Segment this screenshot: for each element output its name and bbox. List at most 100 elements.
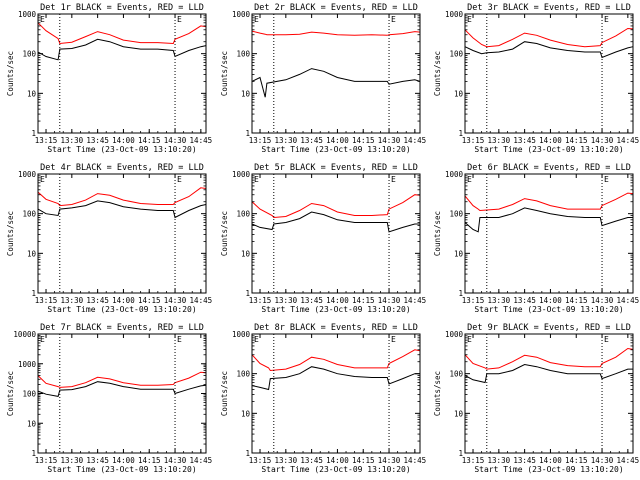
series-line-lld	[251, 349, 421, 372]
y-tick-label: 100	[236, 210, 250, 219]
x-tick-label: 14:45	[404, 136, 427, 145]
series-line-events	[251, 366, 420, 391]
x-tick-label: 14:45	[190, 136, 213, 145]
x-tick-label: 13:15	[35, 136, 58, 145]
y-tick-label: 1	[458, 289, 463, 298]
series-line-events	[464, 207, 633, 233]
y-tick-label: 1000	[18, 10, 37, 19]
x-tick-label: 14:30	[164, 296, 187, 305]
y-tick-label: 100	[449, 50, 463, 59]
x-tick-label: 14:30	[591, 456, 614, 465]
y-axis-label: Counts/sec	[220, 211, 229, 256]
corner-mark-right: E	[177, 175, 182, 184]
x-tick-label: 14:45	[404, 456, 427, 465]
x-axis-label: Start Time (23-Oct-09 13:10:20)	[474, 465, 623, 474]
x-tick-label: 14:30	[164, 136, 187, 145]
y-axis-label: Counts/sec	[433, 51, 442, 96]
x-tick-label: 14:15	[352, 136, 375, 145]
x-axis-label: Start Time (23-Oct-09 13:10:20)	[474, 305, 623, 314]
x-tick-label: 14:15	[138, 136, 161, 145]
x-tick-label: 13:30	[61, 296, 84, 305]
chart-title: Det 3r BLACK = Events, RED = LLD	[467, 3, 631, 13]
x-tick-label: 13:15	[462, 296, 485, 305]
corner-mark-right: E	[604, 335, 609, 344]
x-tick-label: 14:45	[404, 296, 427, 305]
plot-frame	[37, 173, 207, 294]
series-line-events	[464, 363, 633, 384]
chart-title: Det 2r BLACK = Events, RED = LLD	[254, 3, 418, 13]
corner-mark-right: E	[391, 335, 396, 344]
x-tick-label: 14:00	[112, 456, 135, 465]
corner-mark-right: E	[177, 15, 182, 24]
series-line-lld	[37, 187, 207, 207]
x-tick-label: 14:15	[352, 296, 375, 305]
x-tick-label: 13:30	[275, 296, 298, 305]
plot-frame	[464, 333, 634, 454]
corner-mark-left: E	[254, 175, 259, 184]
plot-frame	[464, 173, 634, 294]
y-tick-label: 10	[27, 249, 37, 258]
y-tick-label: 1000	[232, 330, 251, 339]
series-line-lld	[251, 194, 421, 219]
x-tick-label: 14:15	[565, 456, 588, 465]
series-line-events	[464, 41, 634, 59]
x-tick-label: 14:15	[565, 136, 588, 145]
series-line-events	[37, 200, 207, 219]
x-tick-label: 13:30	[488, 456, 511, 465]
corner-mark-left: E	[467, 335, 472, 344]
y-tick-label: 100	[236, 370, 250, 379]
x-tick-label: 14:30	[378, 296, 401, 305]
x-tick-label: 13:15	[249, 296, 272, 305]
corner-mark-right: E	[391, 175, 396, 184]
x-tick-label: 14:45	[617, 136, 640, 145]
x-tick-label: 14:30	[591, 296, 614, 305]
x-tick-label: 13:45	[300, 296, 323, 305]
series-line-events	[251, 211, 420, 233]
x-tick-label: 13:30	[488, 296, 511, 305]
corner-mark-left: E	[254, 335, 259, 344]
x-tick-label: 14:00	[326, 136, 349, 145]
x-tick-label: 13:30	[61, 136, 84, 145]
x-tick-label: 14:15	[138, 296, 161, 305]
series-line-lld	[464, 27, 634, 48]
corner-mark-left: E	[254, 15, 259, 24]
x-tick-label: 13:45	[86, 296, 109, 305]
y-tick-label: 1	[458, 449, 463, 458]
y-tick-label: 100	[449, 370, 463, 379]
corner-mark-left: E	[40, 335, 45, 344]
corner-mark-left: E	[467, 15, 472, 24]
y-tick-label: 10	[241, 249, 251, 258]
x-axis-label: Start Time (23-Oct-09 13:10:20)	[47, 305, 196, 314]
y-tick-label: 1	[31, 129, 36, 138]
series-line-lld	[37, 371, 207, 388]
x-tick-label: 13:15	[249, 456, 272, 465]
x-axis-label: Start Time (23-Oct-09 13:10:20)	[47, 465, 196, 474]
series-line-events	[251, 68, 421, 98]
y-tick-label: 100	[236, 50, 250, 59]
corner-mark-right: E	[177, 335, 182, 344]
y-tick-label: 1000	[445, 330, 464, 339]
x-tick-label: 13:30	[275, 136, 298, 145]
x-axis-label: Start Time (23-Oct-09 13:10:20)	[474, 145, 623, 154]
corner-mark-right: E	[604, 15, 609, 24]
series-line-lld	[251, 30, 421, 36]
x-tick-label: 14:45	[617, 296, 640, 305]
chart-title: Det 1r BLACK = Events, RED = LLD	[40, 3, 204, 13]
y-tick-label: 10	[454, 409, 464, 418]
x-tick-label: 13:30	[61, 456, 84, 465]
x-tick-label: 13:45	[513, 296, 536, 305]
y-tick-label: 1	[458, 129, 463, 138]
y-tick-label: 1	[245, 289, 250, 298]
y-tick-label: 10	[454, 249, 464, 258]
y-tick-label: 1000	[445, 170, 464, 179]
x-tick-label: 14:00	[539, 456, 562, 465]
x-tick-label: 13:15	[462, 456, 485, 465]
y-tick-label: 10	[241, 89, 251, 98]
y-tick-label: 100	[449, 210, 463, 219]
